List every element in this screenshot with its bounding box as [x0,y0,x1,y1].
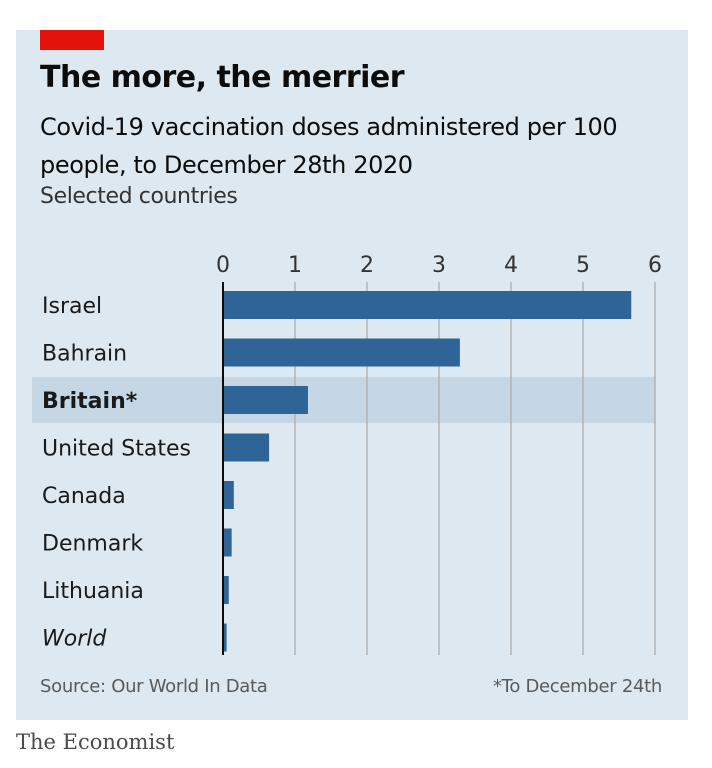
brand-red-tag [40,30,104,50]
category-label: World [42,627,107,652]
category-label: United States [42,437,191,462]
bar [223,623,227,652]
bar [223,433,270,462]
bar [223,576,229,604]
category-label: Bahrain [42,342,127,367]
x-tick-label: 5 [576,253,590,278]
bar [223,338,460,367]
bar [223,528,232,557]
chart-panel [16,30,688,720]
chart-note: Selected countries [40,184,238,209]
category-label: Canada [42,484,126,509]
x-tick-label: 4 [504,253,518,278]
chart-subtitle: Covid-19 vaccination doses administered … [40,113,618,179]
x-tick-label: 6 [648,253,662,278]
bar [223,386,308,414]
category-label: Denmark [42,532,143,557]
publisher-logo: The Economist [16,730,175,754]
bar [223,481,234,509]
source-note: Source: Our World In Data [40,676,268,697]
bar [223,291,632,319]
x-tick-label: 0 [216,253,230,278]
footnote: *To December 24th [492,676,662,697]
x-tick-label: 3 [432,253,446,278]
category-label: Britain* [42,389,138,414]
x-tick-label: 1 [288,253,302,278]
x-tick-label: 2 [360,253,374,278]
highlight-band [32,377,655,423]
chart-title: The more, the merrier [40,60,405,95]
category-label: Israel [42,294,102,319]
category-label: Lithuania [42,579,144,604]
